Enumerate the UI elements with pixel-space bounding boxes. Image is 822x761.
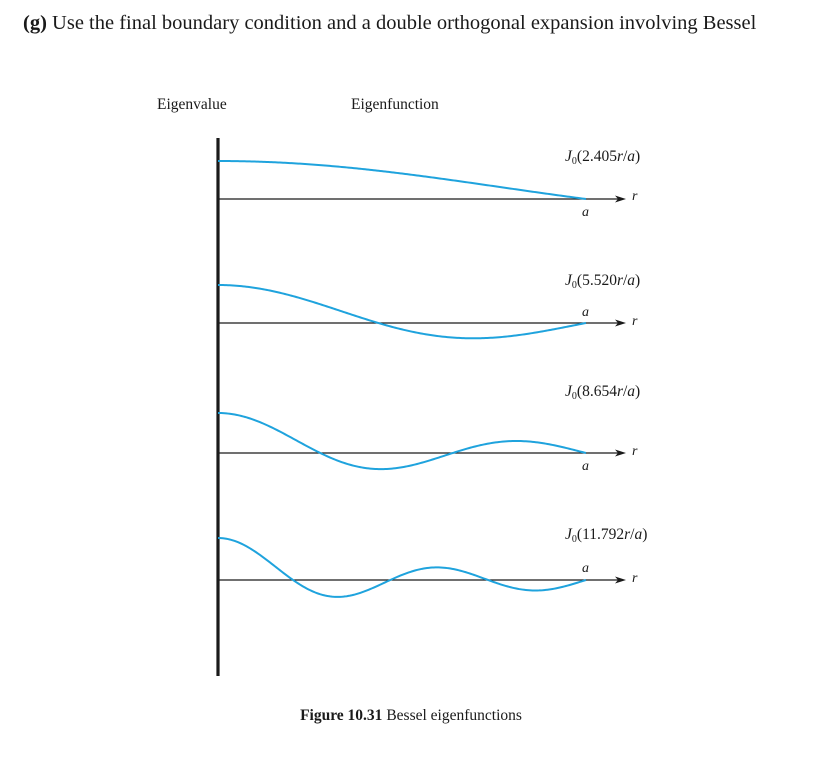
a-label-2: a xyxy=(582,305,589,320)
a-label-3: a xyxy=(582,459,589,474)
problem-text: Use the final boundary condition and a d… xyxy=(52,12,757,34)
function-label-1: J0(2.405r/a) xyxy=(565,148,641,167)
a-label-1: a xyxy=(582,205,589,220)
eigenfunction-column-label: Eigenfunction xyxy=(351,96,439,113)
eigenfunction-curve-1 xyxy=(218,160,587,200)
r-axis-arrowhead-3 xyxy=(615,449,626,457)
r-label-3: r xyxy=(632,444,638,459)
function-label-4: J0(11.792r/a) xyxy=(565,526,648,545)
r-axis-arrowhead-4 xyxy=(615,576,626,584)
eigenfunction-curve-3 xyxy=(217,412,587,471)
figure-caption: Figure 10.31 Bessel eigenfunctions xyxy=(0,707,822,725)
r-label-2: r xyxy=(632,314,638,329)
problem-part: (g) xyxy=(23,12,47,34)
figure-number: Figure 10.31 xyxy=(300,707,383,724)
problem-heading: (g) Use the final boundary condition and… xyxy=(23,12,756,35)
function-label-3: J0(8.654r/a) xyxy=(565,383,641,402)
a-label-4: a xyxy=(582,561,589,576)
r-label-1: r xyxy=(632,189,638,204)
figure-caption-text: Bessel eigenfunctions xyxy=(386,707,522,724)
eigenfunction-curve-2 xyxy=(217,284,587,340)
function-label-2: J0(5.520r/a) xyxy=(565,272,641,291)
r-axis-arrowhead-2 xyxy=(615,319,626,327)
r-label-4: r xyxy=(632,571,638,586)
eigenfunction-curve-4 xyxy=(217,537,587,598)
r-axis-arrowhead-1 xyxy=(615,195,626,203)
eigenvalue-column-label: Eigenvalue xyxy=(157,96,227,113)
